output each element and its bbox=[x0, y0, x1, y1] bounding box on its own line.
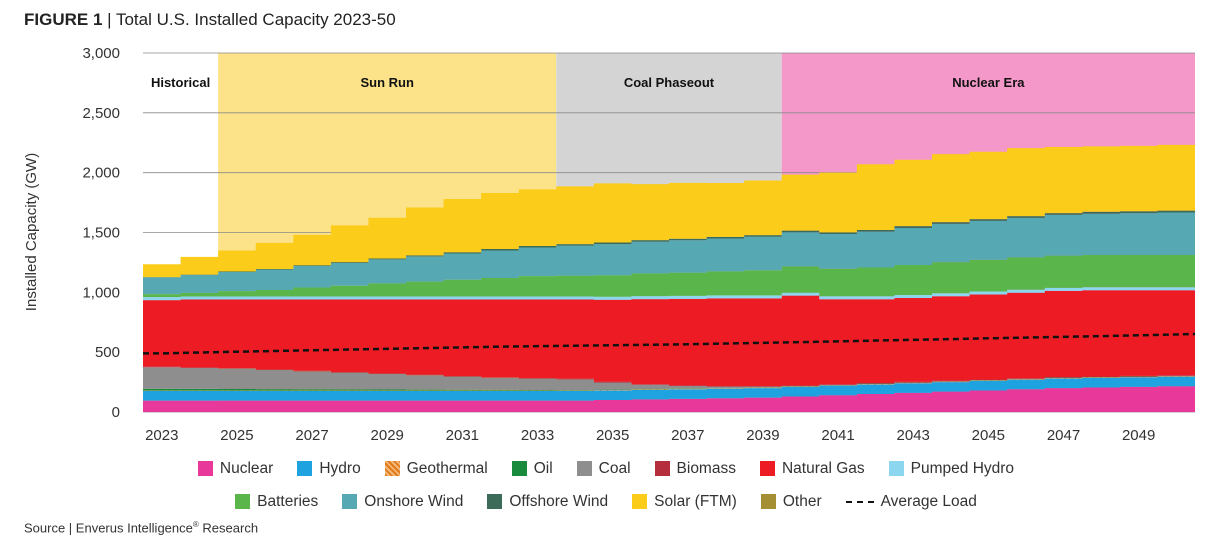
x-tick-label: 2047 bbox=[1047, 427, 1080, 444]
average-load-layer bbox=[143, 332, 1196, 355]
area-offshore-wind bbox=[143, 210, 1195, 278]
legend-label: Solar (FTM) bbox=[654, 492, 737, 510]
legend-label: Hydro bbox=[319, 459, 361, 477]
legend-item-hydro: Hydro bbox=[297, 459, 361, 478]
legend-label: Onshore Wind bbox=[364, 492, 464, 510]
source-note: Source | Enverus Intelligence® Research bbox=[24, 520, 258, 535]
x-tick-label: 2027 bbox=[295, 427, 328, 444]
x-tick-label: 2033 bbox=[521, 427, 554, 444]
legend-item-other: Other bbox=[760, 492, 822, 511]
area-pumped-hydro bbox=[143, 287, 1195, 301]
legend-swatch bbox=[888, 461, 904, 476]
capacity-chart: Historical Sun Run Coal Phaseout Nuclear Er… bbox=[23, 45, 1196, 444]
x-tick-label: 2037 bbox=[671, 427, 704, 444]
legend-item-solar-ftm: Solar (FTM) bbox=[632, 493, 737, 511]
area-natural-gas bbox=[143, 290, 1195, 387]
legend-swatch bbox=[511, 461, 527, 476]
figure-title-text: Total U.S. Installed Capacity 2023-50 bbox=[115, 10, 396, 29]
x-tick-label: 2031 bbox=[446, 427, 479, 444]
legend-item-natural-gas: Natural Gas bbox=[759, 459, 865, 478]
legend-swatch bbox=[654, 461, 670, 476]
registered-mark: ® bbox=[192, 520, 199, 529]
legend-row-1: Nuclear Hydro Geothermal Oil Coal Biomass Natu… bbox=[0, 452, 1212, 485]
x-tick-label: 2041 bbox=[821, 427, 854, 444]
area-batteries bbox=[143, 254, 1195, 298]
area-oil bbox=[143, 375, 1195, 391]
legend-item-onshore-wind: Onshore Wind bbox=[342, 493, 463, 511]
source-text: Source | Enverus Intelligence bbox=[24, 520, 193, 536]
period-label-nuclear-era: Nuclear Era bbox=[952, 75, 1025, 90]
legend-row-2: Batteries Onshore Wind Offshore Wind Solar … bbox=[0, 485, 1212, 518]
legend-swatch bbox=[235, 494, 251, 509]
x-tick-label: 2049 bbox=[1122, 427, 1155, 444]
area-biomass bbox=[143, 366, 1195, 387]
x-tick-label: 2025 bbox=[220, 427, 253, 444]
legend-swatch bbox=[576, 461, 592, 476]
legend-swatch bbox=[845, 500, 874, 503]
y-tick-label: 2,000 bbox=[82, 165, 120, 182]
legend-swatch bbox=[759, 461, 775, 476]
source-suffix: Research bbox=[202, 520, 259, 536]
legend-label: Biomass bbox=[676, 459, 736, 477]
legend-label: Coal bbox=[598, 459, 631, 477]
legend-label: Oil bbox=[533, 459, 553, 477]
y-tick-label: 1,500 bbox=[82, 225, 120, 242]
legend-swatch bbox=[197, 461, 213, 476]
y-tick-label: 1,000 bbox=[82, 284, 120, 301]
y-axis-ticks: 0 500 1,000 1,500 2,000 2,500 3,000 bbox=[82, 45, 120, 421]
legend-swatch bbox=[632, 494, 648, 509]
legend-label: Pumped Hydro bbox=[910, 459, 1015, 477]
legend-item-offshore-wind: Offshore Wind bbox=[487, 493, 608, 511]
legend-label: Other bbox=[782, 492, 822, 510]
legend-label: Geothermal bbox=[406, 459, 488, 477]
legend-swatch bbox=[342, 494, 358, 509]
x-tick-label: 2023 bbox=[145, 427, 178, 444]
legend-label: Batteries bbox=[257, 492, 319, 510]
x-tick-label: 2029 bbox=[371, 427, 404, 444]
legend-label: Natural Gas bbox=[781, 459, 865, 477]
x-tick-label: 2045 bbox=[972, 427, 1005, 444]
legend-item-pumped-hydro: Pumped Hydro bbox=[888, 459, 1015, 478]
legend-label: Nuclear bbox=[219, 459, 274, 477]
y-tick-label: 3,000 bbox=[82, 45, 120, 62]
y-tick-label: 2,500 bbox=[82, 105, 120, 122]
legend-item-average-load: Average Load bbox=[845, 492, 977, 511]
legend-item-biomass: Biomass bbox=[654, 459, 736, 478]
figure-title-separator: | bbox=[102, 10, 116, 29]
legend-item-nuclear: Nuclear bbox=[197, 459, 274, 478]
area-geothermal bbox=[143, 376, 1195, 392]
x-tick-label: 2043 bbox=[897, 427, 930, 444]
stacked-areas bbox=[143, 144, 1195, 412]
legend-swatch bbox=[297, 461, 313, 476]
area-coal bbox=[143, 367, 1195, 391]
legend-item-geothermal: Geothermal bbox=[384, 459, 488, 478]
y-tick-label: 500 bbox=[95, 344, 120, 361]
legend-label: Offshore Wind bbox=[509, 492, 609, 510]
period-labels: Historical Sun Run Coal Phaseout Nuclear Er… bbox=[151, 75, 1025, 90]
x-tick-label: 2035 bbox=[596, 427, 629, 444]
legend-swatch bbox=[384, 461, 400, 476]
y-tick-label: 0 bbox=[112, 404, 120, 421]
average-load-line bbox=[143, 332, 1196, 355]
period-label-sun-run: Sun Run bbox=[360, 75, 413, 90]
area-onshore-wind bbox=[143, 212, 1195, 295]
y-axis-title: Installed Capacity (GW) bbox=[23, 153, 40, 311]
period-label-coal-phaseout: Coal Phaseout bbox=[624, 75, 715, 90]
legend-item-oil: Oil bbox=[511, 459, 553, 478]
legend: Nuclear Hydro Geothermal Oil Coal Biomass Natu… bbox=[0, 452, 1212, 518]
figure-title: FIGURE 1 | Total U.S. Installed Capacity… bbox=[24, 10, 396, 30]
x-tick-label: 2039 bbox=[746, 427, 779, 444]
legend-label: Average Load bbox=[880, 492, 977, 510]
period-label-historical: Historical bbox=[151, 75, 210, 90]
x-axis-ticks: 2023 2025 2027 2029 2031 2033 2035 2037 2039 2041… bbox=[145, 427, 1155, 444]
legend-swatch bbox=[760, 494, 776, 509]
area-solar-ftm bbox=[143, 144, 1195, 278]
legend-item-coal: Coal bbox=[576, 459, 631, 478]
legend-item-batteries: Batteries bbox=[235, 493, 318, 511]
figure-number: FIGURE 1 bbox=[24, 10, 103, 29]
legend-swatch bbox=[487, 494, 503, 509]
